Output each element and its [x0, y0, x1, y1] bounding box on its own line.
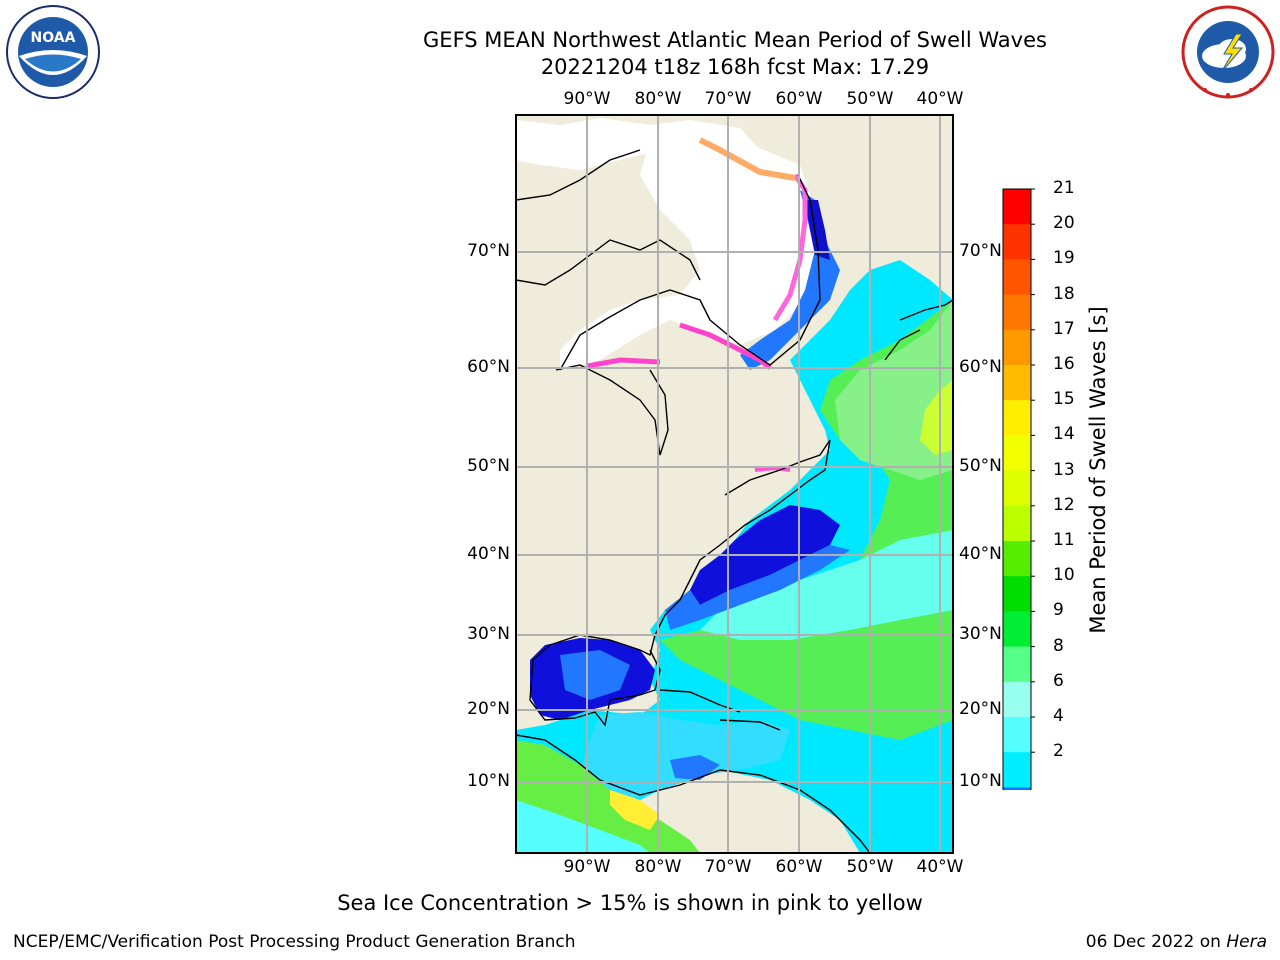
lat-label-right: 40°N — [959, 544, 1002, 564]
lat-label-left: 40°N — [467, 544, 510, 564]
lat-label-left: 60°N — [467, 357, 510, 377]
lon-label-top: 50°W — [846, 89, 894, 109]
colorbar-segment — [1003, 259, 1031, 296]
colorbar-segment — [1003, 541, 1031, 577]
colorbar-segment — [1003, 400, 1031, 436]
sea-ice-edge-strait — [679, 322, 772, 370]
colorbar-segment — [1003, 681, 1031, 718]
lat-label-left: 20°N — [467, 699, 510, 719]
svg-text:NOAA: NOAA — [31, 30, 76, 46]
sea-ice-note: Sea Ice Concentration > 15% is shown in … — [337, 891, 923, 915]
lon-label-bottom: 60°W — [775, 857, 823, 877]
caribbean-blue-patch — [670, 755, 720, 780]
ocean-cyan-midlatitude — [700, 530, 953, 640]
lat-label-left: 50°N — [467, 456, 510, 476]
lat-label-right: 60°N — [959, 357, 1002, 377]
lon-label-top: 80°W — [634, 89, 682, 109]
nws-logo — [1181, 5, 1275, 99]
colorbar-tick-label: 18 — [1053, 283, 1075, 304]
footer-host: Hera — [1226, 932, 1267, 952]
colorbar-segment — [1003, 224, 1031, 260]
colorbar-tick-label: 19 — [1053, 248, 1075, 269]
coastlines — [516, 149, 953, 853]
gulf-blue-inner — [560, 650, 630, 700]
lon-label-bottom: 40°W — [916, 857, 964, 877]
colorbar-tick-label: 9 — [1053, 600, 1064, 621]
colorbar-segment — [1003, 646, 1031, 683]
colorbar-tick-label: 6 — [1053, 670, 1064, 691]
colorbar-segment — [1003, 752, 1031, 788]
colorbar-tick-label: 2 — [1053, 741, 1064, 762]
lon-label-top: 70°W — [704, 89, 752, 109]
map-frame — [515, 114, 954, 854]
colorbar-tick-label: 16 — [1053, 354, 1075, 374]
arctic-white-region — [560, 130, 820, 370]
footer-date: 06 Dec 2022 on Hera — [1086, 932, 1267, 952]
lat-label-left: 30°N — [467, 624, 510, 644]
lon-label-bottom: 50°W — [846, 857, 894, 877]
sea-ice-edge-hudson — [587, 357, 661, 369]
lat-label-right: 10°N — [959, 771, 1002, 791]
hudson-strait-blue — [805, 200, 830, 260]
colorbar-segment — [1003, 365, 1031, 401]
colorbar-tick-label: 17 — [1053, 318, 1075, 339]
colorbar-tick-label: 20 — [1053, 213, 1075, 234]
colorbar-segment — [1003, 787, 1031, 790]
grid-lines — [516, 115, 953, 853]
ocean-blue-gulfstream — [665, 545, 850, 630]
chart-subtitle: 20221204 t18z 168h fcst Max: 17.29 — [540, 55, 930, 79]
lon-label-top: 60°W — [775, 89, 823, 109]
colorbar-segment — [1003, 611, 1031, 648]
pacific-yellow — [610, 790, 660, 830]
colorbar-tick-label: 8 — [1053, 635, 1064, 656]
footer-credit: NCEP/EMC/Verification Post Processing Pr… — [13, 932, 576, 952]
lat-label-right: 20°N — [959, 699, 1002, 719]
lon-label-top: 90°W — [563, 89, 611, 109]
colorbar-tick-label: 15 — [1053, 389, 1075, 410]
colorbar-segment — [1003, 435, 1031, 472]
colorbar-segment — [1003, 576, 1031, 612]
colorbar-tick-label: 10 — [1053, 565, 1075, 586]
colorbar-title: Mean Period of Swell Waves [s] — [1086, 306, 1110, 634]
lat-label-left: 70°N — [467, 241, 510, 261]
lon-label-bottom: 70°W — [704, 857, 752, 877]
colorbar-tick-label: 4 — [1053, 706, 1064, 726]
colorbar-segment — [1003, 717, 1031, 753]
lat-label-right: 30°N — [959, 624, 1002, 644]
colorbar-tick-label: 11 — [1053, 530, 1075, 550]
north-white-strip — [516, 118, 760, 170]
lat-label-right: 50°N — [959, 456, 1002, 476]
pacific-cyan — [516, 800, 650, 853]
colorbar-tick-label: 13 — [1053, 459, 1075, 480]
caribbean-sea — [580, 712, 790, 800]
chart-title: GEFS MEAN Northwest Atlantic Mean Period… — [423, 28, 1047, 52]
colorbar-tick-label: 12 — [1053, 494, 1075, 515]
sea-ice-edge-north — [698, 137, 796, 181]
colorbar-tick-label: 14 — [1053, 424, 1075, 445]
colorbar — [1002, 188, 1035, 790]
colorbar-tick-label: 21 — [1053, 178, 1075, 198]
lon-label-top: 40°W — [916, 89, 964, 109]
ocean-yellowgreen-patch — [920, 380, 953, 455]
lon-label-bottom: 90°W — [563, 857, 611, 877]
lat-label-right: 70°N — [959, 241, 1002, 261]
colorbar-segment — [1003, 329, 1031, 366]
colorbar-segment — [1003, 470, 1031, 507]
colorbar-segment — [1003, 505, 1031, 542]
lon-label-bottom: 80°W — [634, 857, 682, 877]
colorbar-segment — [1003, 189, 1031, 225]
noaa-logo: NOAA — [6, 5, 100, 99]
lat-label-left: 10°N — [467, 771, 510, 791]
colorbar-segment — [1003, 294, 1031, 331]
footer-date-text: 06 Dec 2022 on — [1085, 932, 1221, 952]
